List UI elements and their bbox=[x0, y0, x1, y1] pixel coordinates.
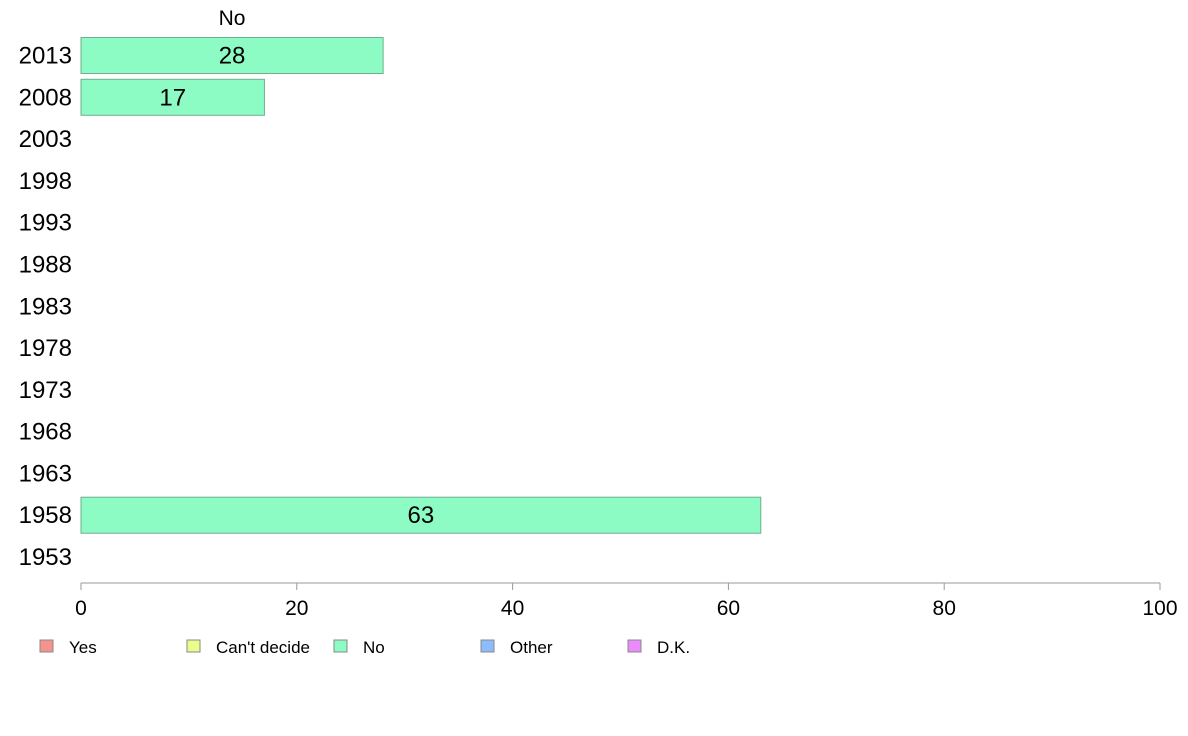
legend-swatch-other bbox=[480, 639, 495, 653]
legend-label-no: No bbox=[363, 638, 385, 657]
x-tick-label-60: 60 bbox=[717, 597, 740, 620]
bar-label-no-2008: 17 bbox=[159, 84, 186, 111]
category-label-1953: 1953 bbox=[19, 544, 72, 571]
legend-swatch-can-t-decide bbox=[186, 639, 201, 653]
series-header-label: No bbox=[219, 7, 246, 30]
x-tick-label-100: 100 bbox=[1142, 597, 1177, 620]
bar-no-1958 bbox=[80, 496, 762, 534]
category-label-1973: 1973 bbox=[19, 377, 72, 404]
category-label-1998: 1998 bbox=[19, 168, 72, 195]
category-label-1958: 1958 bbox=[19, 502, 72, 529]
category-label-1988: 1988 bbox=[19, 251, 72, 278]
category-labels: 2013 2008 2003 1998 1993 1988 1983 1978 1973 1968… bbox=[19, 43, 72, 572]
legend: Yes Can't decide No Other D.K. bbox=[39, 638, 690, 657]
legend-swatch-yes bbox=[39, 639, 54, 653]
category-label-1978: 1978 bbox=[19, 335, 72, 362]
x-tick-label-80: 80 bbox=[933, 597, 956, 620]
legend-label-yes: Yes bbox=[69, 638, 97, 657]
x-axis: 0 20 40 60 80 100 bbox=[75, 582, 1178, 620]
legend-swatch-no bbox=[333, 639, 348, 653]
x-tick-label-40: 40 bbox=[501, 597, 524, 620]
category-label-1963: 1963 bbox=[19, 460, 72, 487]
bar-no-2008 bbox=[80, 78, 265, 116]
bar-label-no-1958: 63 bbox=[408, 502, 435, 529]
x-tick-label-0: 0 bbox=[75, 597, 87, 620]
legend-label-other: Other bbox=[510, 638, 553, 657]
category-label-1993: 1993 bbox=[19, 210, 72, 237]
x-tick-label-20: 20 bbox=[285, 597, 308, 620]
category-label-2013: 2013 bbox=[19, 43, 72, 70]
legend-label-can-t-decide: Can't decide bbox=[216, 638, 310, 657]
bars: 28 17 63 bbox=[80, 37, 762, 534]
legend-swatch-d-k bbox=[627, 639, 642, 653]
legend-label-d-k: D.K. bbox=[657, 638, 690, 657]
category-label-1968: 1968 bbox=[19, 419, 72, 446]
category-label-1983: 1983 bbox=[19, 293, 72, 320]
category-label-2003: 2003 bbox=[19, 126, 72, 153]
category-label-2008: 2008 bbox=[19, 84, 72, 111]
bar-label-no-2013: 28 bbox=[219, 43, 246, 70]
bar-no-2013 bbox=[80, 37, 384, 74]
